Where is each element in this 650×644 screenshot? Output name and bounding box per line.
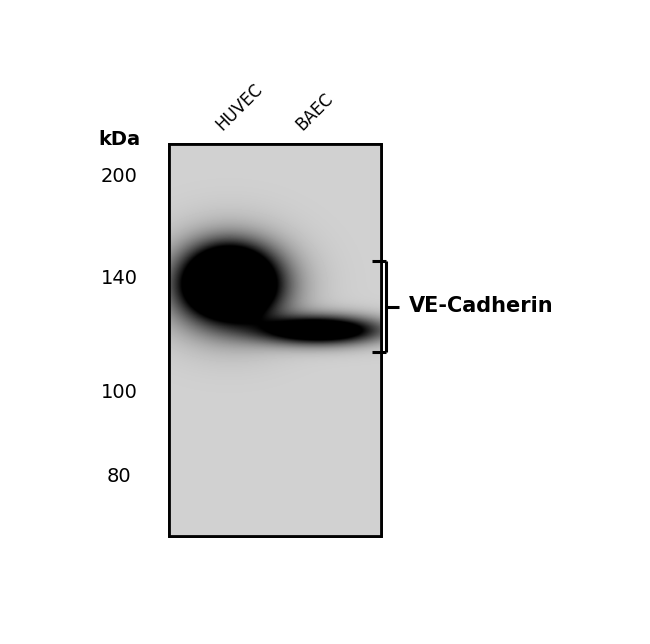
Text: BAEC: BAEC xyxy=(292,90,337,135)
Text: VE-Cadherin: VE-Cadherin xyxy=(409,296,553,316)
Text: HUVEC: HUVEC xyxy=(212,80,266,135)
Text: kDa: kDa xyxy=(98,129,140,149)
Text: 140: 140 xyxy=(101,269,138,288)
Bar xyxy=(170,144,381,536)
Bar xyxy=(170,144,381,536)
Text: 100: 100 xyxy=(101,383,137,402)
Text: 200: 200 xyxy=(101,167,137,186)
Text: 80: 80 xyxy=(107,467,131,486)
